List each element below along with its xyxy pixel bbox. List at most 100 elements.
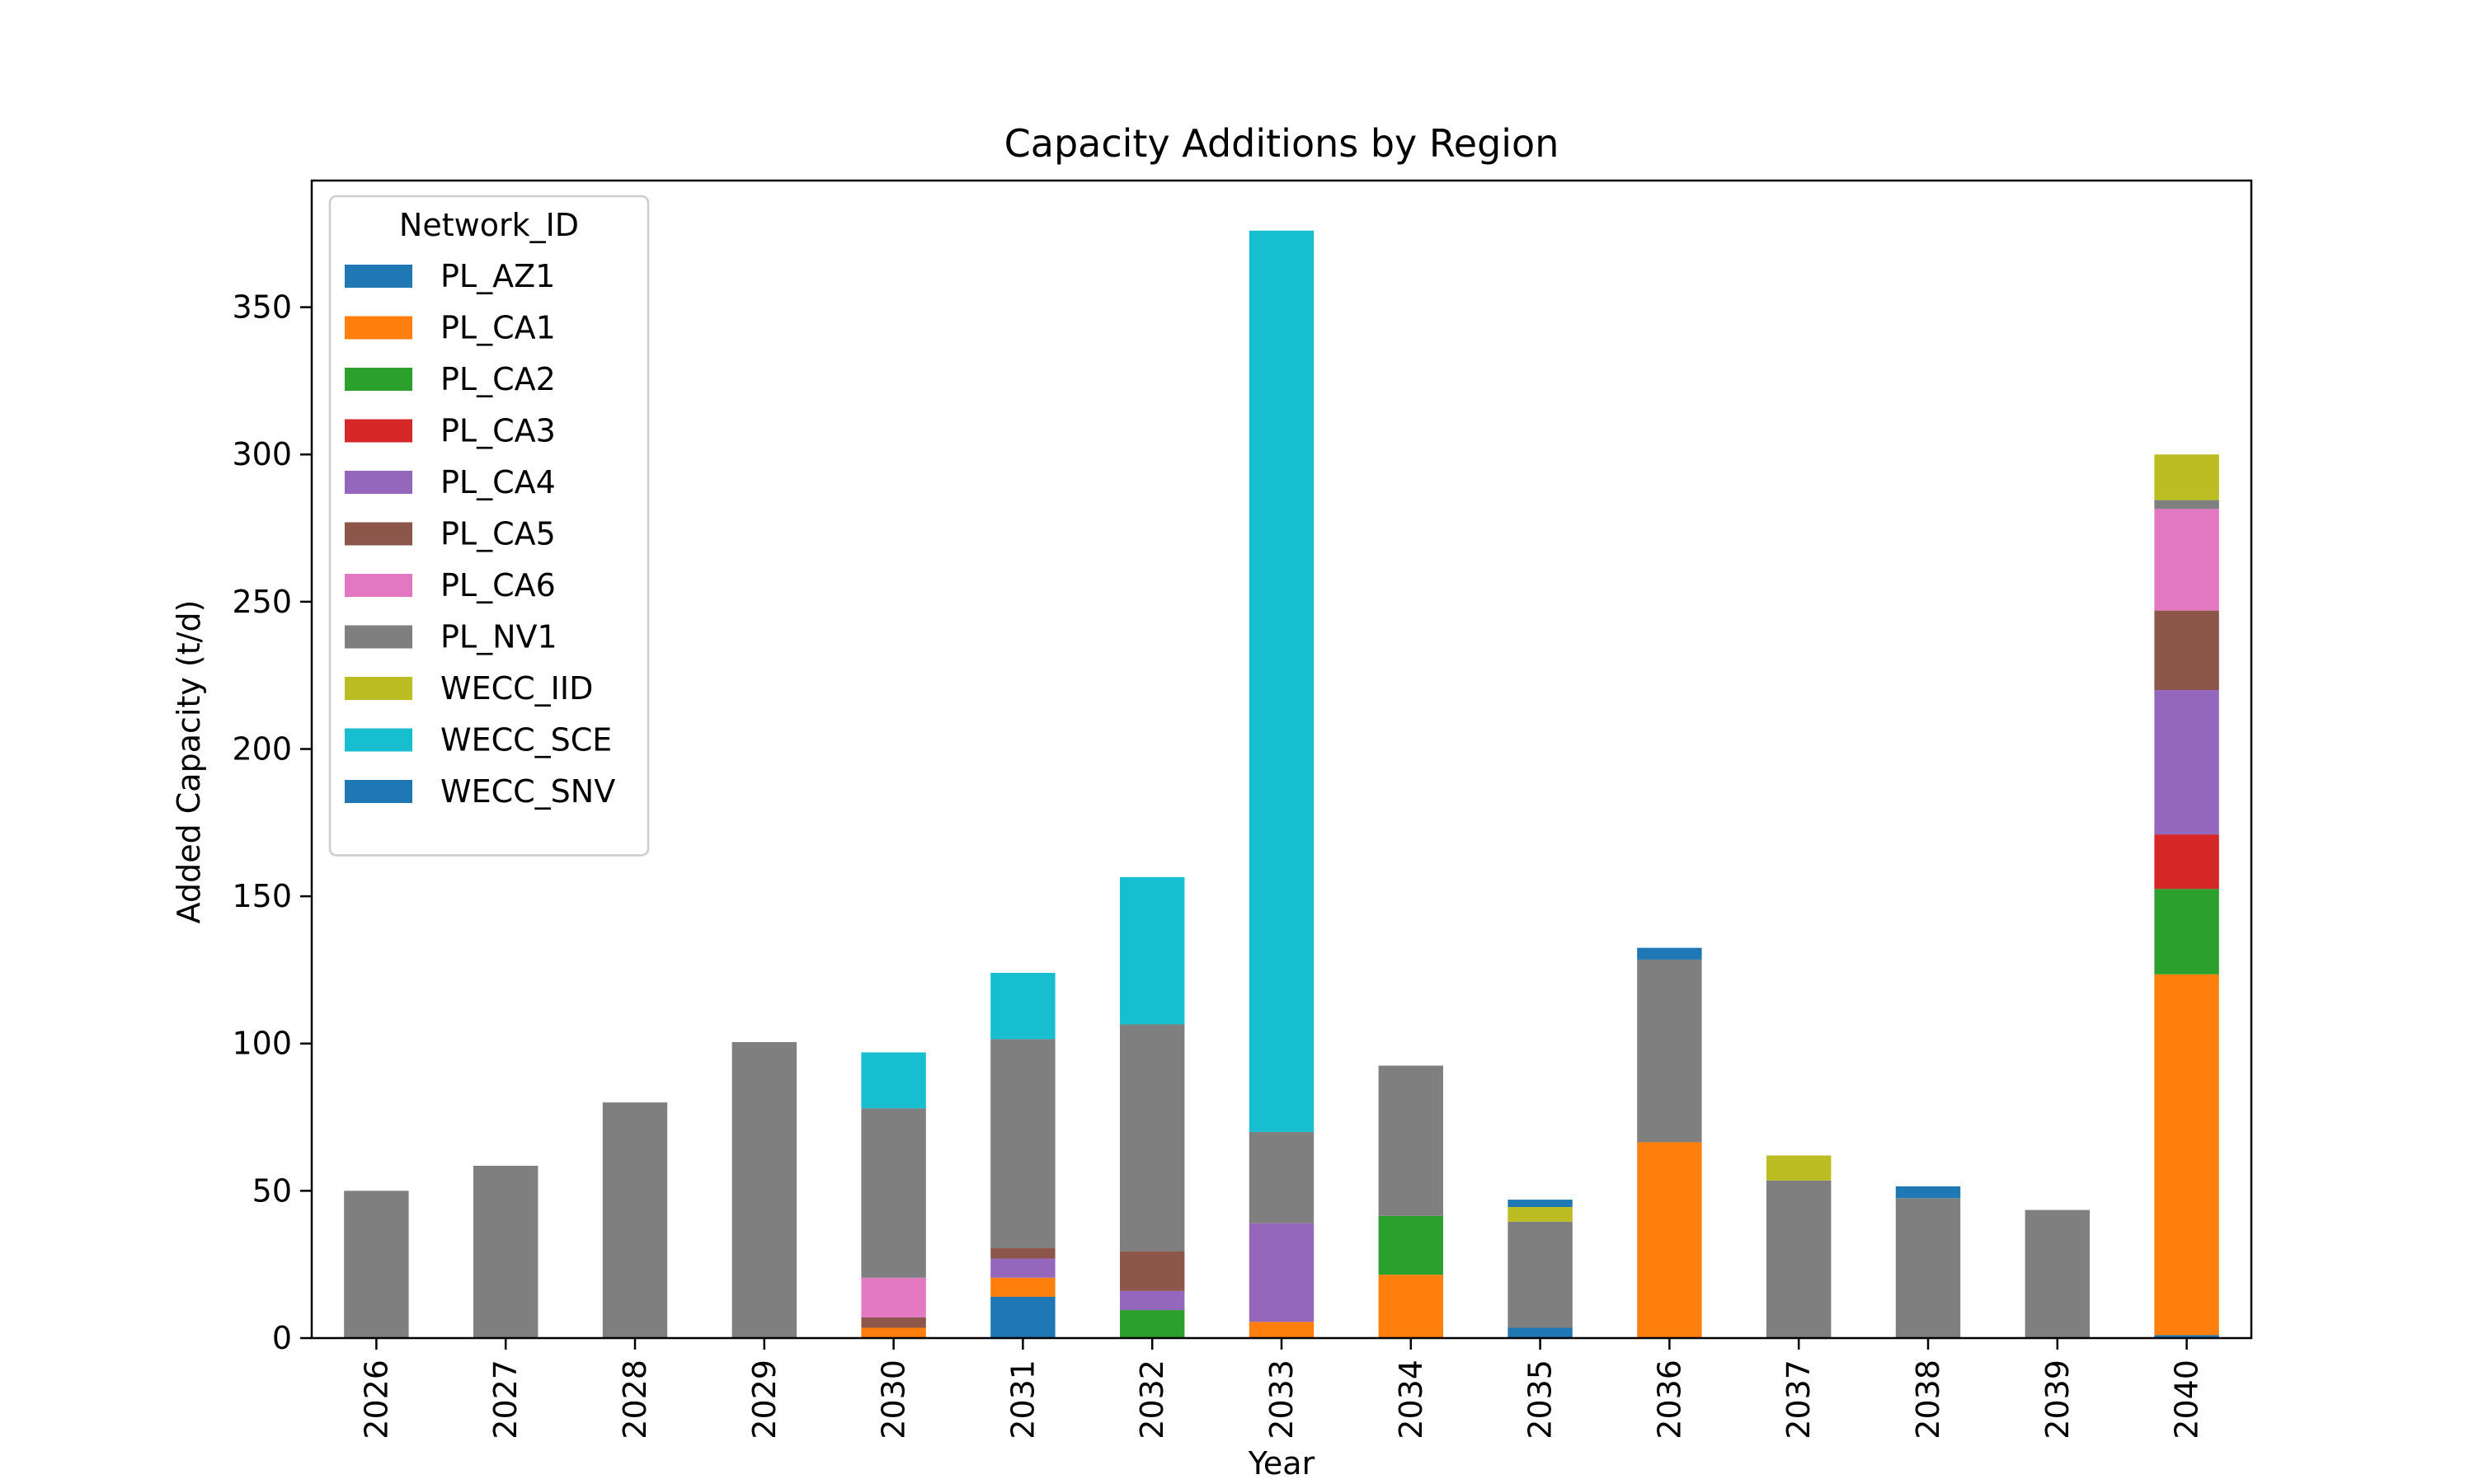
y-tick-label: 250 <box>232 584 292 620</box>
y-axis-label: Added Capacity (t/d) <box>171 600 207 924</box>
bar-segment-2031-pl-ca4 <box>990 1258 1056 1278</box>
x-tick-label: 2039 <box>2039 1360 2076 1439</box>
bar-segment-2031-pl-ca5 <box>990 1248 1056 1259</box>
bar-segment-2030-pl-nv1 <box>861 1108 926 1278</box>
bar-segment-2033-pl-ca1 <box>1249 1322 1315 1338</box>
bar-segment-2031-wecc-sce <box>990 973 1056 1040</box>
bar-segment-2027-pl-nv1 <box>473 1166 539 1338</box>
bar-segment-2032-pl-ca5 <box>1120 1251 1185 1291</box>
x-axis-label: Year <box>1248 1445 1315 1482</box>
legend-label-wecc-snv: WECC_SNV <box>440 773 615 810</box>
bar-segment-2039-pl-nv1 <box>2025 1209 2090 1338</box>
x-tick-label: 2028 <box>617 1360 653 1439</box>
bar-segment-2036-wecc-snv <box>1637 947 1702 960</box>
bar-segment-2036-pl-ca1 <box>1637 1142 1702 1338</box>
bar-segment-2040-pl-ca5 <box>2154 610 2219 691</box>
bar-segment-2040-pl-ca2 <box>2154 889 2219 974</box>
x-tick-label: 2031 <box>1004 1360 1041 1439</box>
legend-swatch-wecc-iid <box>345 677 412 700</box>
bar-segment-2035-wecc-snv <box>1507 1200 1573 1208</box>
x-tick-label: 2027 <box>487 1360 524 1439</box>
legend-label-pl-ca1: PL_CA1 <box>440 310 556 346</box>
bar-segment-2040-wecc-iid <box>2154 454 2219 500</box>
legend: Network_ID PL_AZ1 PL_CA1 PL_CA2 PL_CA3 PL_CA4… <box>328 195 650 857</box>
bar-segment-2037-wecc-iid <box>1766 1155 1832 1181</box>
bar-segment-2030-pl-ca5 <box>861 1317 926 1328</box>
legend-swatch-pl-az1 <box>345 265 412 288</box>
legend-label-pl-ca4: PL_CA4 <box>440 464 556 500</box>
bar-segment-2037-pl-nv1 <box>1766 1180 1832 1338</box>
bar-segment-2034-pl-ca2 <box>1378 1215 1443 1275</box>
legend-label-pl-ca2: PL_CA2 <box>440 361 556 397</box>
y-tick-label: 200 <box>232 730 292 767</box>
x-tick-label: 2038 <box>1910 1360 1946 1439</box>
legend-swatch-pl-ca2 <box>345 368 412 391</box>
bar-segment-2031-pl-az1 <box>990 1296 1056 1338</box>
plot-frame <box>310 179 2253 1340</box>
bar-segment-2040-pl-ca3 <box>2154 834 2219 890</box>
legend-label-pl-az1: PL_AZ1 <box>440 258 555 294</box>
bar-segment-2040-pl-az1 <box>2154 1335 2219 1338</box>
bar-segment-2038-pl-nv1 <box>1895 1198 1961 1338</box>
bar-segment-2035-wecc-iid <box>1507 1207 1573 1222</box>
legend-title: Network_ID <box>399 207 579 243</box>
bar-segment-2033-wecc-sce <box>1249 230 1315 1132</box>
legend-swatch-wecc-sce <box>345 728 412 752</box>
bar-segment-2040-pl-ca6 <box>2154 509 2219 611</box>
legend-swatch-pl-ca4 <box>345 471 412 494</box>
bar-segment-2030-wecc-sce <box>861 1052 926 1109</box>
legend-swatch-pl-ca5 <box>345 522 412 546</box>
legend-swatch-pl-ca6 <box>345 574 412 597</box>
legend-swatch-pl-nv1 <box>345 625 412 649</box>
x-tick-label: 2030 <box>876 1360 912 1439</box>
bar-segment-2040-pl-ca1 <box>2154 974 2219 1336</box>
bar-segment-2032-wecc-sce <box>1120 876 1185 1025</box>
chart-title: Capacity Additions by Region <box>1004 121 1559 166</box>
bar-segment-2032-pl-ca4 <box>1120 1290 1185 1311</box>
bar-segment-2035-pl-az1 <box>1507 1327 1573 1338</box>
bar-segment-2028-pl-nv1 <box>602 1102 668 1338</box>
bar-segment-2040-pl-ca4 <box>2154 690 2219 835</box>
bars-group <box>344 230 2219 1338</box>
y-tick-label: 50 <box>252 1172 292 1209</box>
x-tick-label: 2029 <box>746 1360 783 1439</box>
x-tick-label: 2037 <box>1780 1360 1817 1439</box>
legend-label-wecc-sce: WECC_SCE <box>440 722 612 758</box>
bar-segment-2033-pl-nv1 <box>1249 1131 1315 1223</box>
bar-segment-2038-wecc-snv <box>1895 1186 1961 1199</box>
bar-segment-2032-pl-ca2 <box>1120 1310 1185 1338</box>
x-tick-label: 2032 <box>1134 1360 1170 1439</box>
y-tick-label: 0 <box>272 1320 292 1356</box>
x-tick-label: 2036 <box>1651 1360 1687 1439</box>
bar-segment-2040-pl-nv1 <box>2154 500 2219 510</box>
bar-segment-2034-pl-ca1 <box>1378 1275 1443 1338</box>
y-tick-label: 300 <box>232 436 292 472</box>
x-tick-label: 2033 <box>1263 1360 1300 1439</box>
y-axis-ticks: 0 50 100 150 200 250 300 350 <box>232 289 312 1356</box>
bar-segment-2032-pl-nv1 <box>1120 1024 1185 1252</box>
bar-segment-2031-pl-nv1 <box>990 1039 1056 1249</box>
y-tick-label: 350 <box>232 289 292 326</box>
x-tick-label: 2026 <box>358 1360 394 1439</box>
bar-segment-2026-pl-nv1 <box>344 1190 409 1338</box>
y-tick-label: 100 <box>232 1026 292 1062</box>
bar-segment-2031-pl-ca1 <box>990 1277 1056 1297</box>
legend-swatch-pl-ca1 <box>345 316 412 340</box>
bar-segment-2030-pl-ca1 <box>861 1327 926 1338</box>
legend-label-pl-ca6: PL_CA6 <box>440 567 556 603</box>
x-tick-label: 2035 <box>1522 1360 1559 1439</box>
bar-segment-2035-pl-nv1 <box>1507 1221 1573 1328</box>
legend-swatch-wecc-snv <box>345 780 412 803</box>
x-axis-ticks: 2026 2027 2028 2029 2030 2031 2032 2033 2034 2035… <box>358 1338 2205 1439</box>
y-tick-label: 150 <box>232 878 292 914</box>
x-tick-label: 2040 <box>2169 1360 2205 1439</box>
legend-label-pl-nv1: PL_NV1 <box>440 619 557 655</box>
legend-label-pl-ca3: PL_CA3 <box>440 413 556 449</box>
bar-segment-2029-pl-nv1 <box>731 1041 797 1338</box>
bar-segment-2036-pl-nv1 <box>1637 959 1702 1143</box>
legend-label-wecc-iid: WECC_IID <box>440 670 593 707</box>
bar-segment-2030-pl-ca6 <box>861 1277 926 1317</box>
bar-segment-2033-pl-ca4 <box>1249 1223 1315 1322</box>
